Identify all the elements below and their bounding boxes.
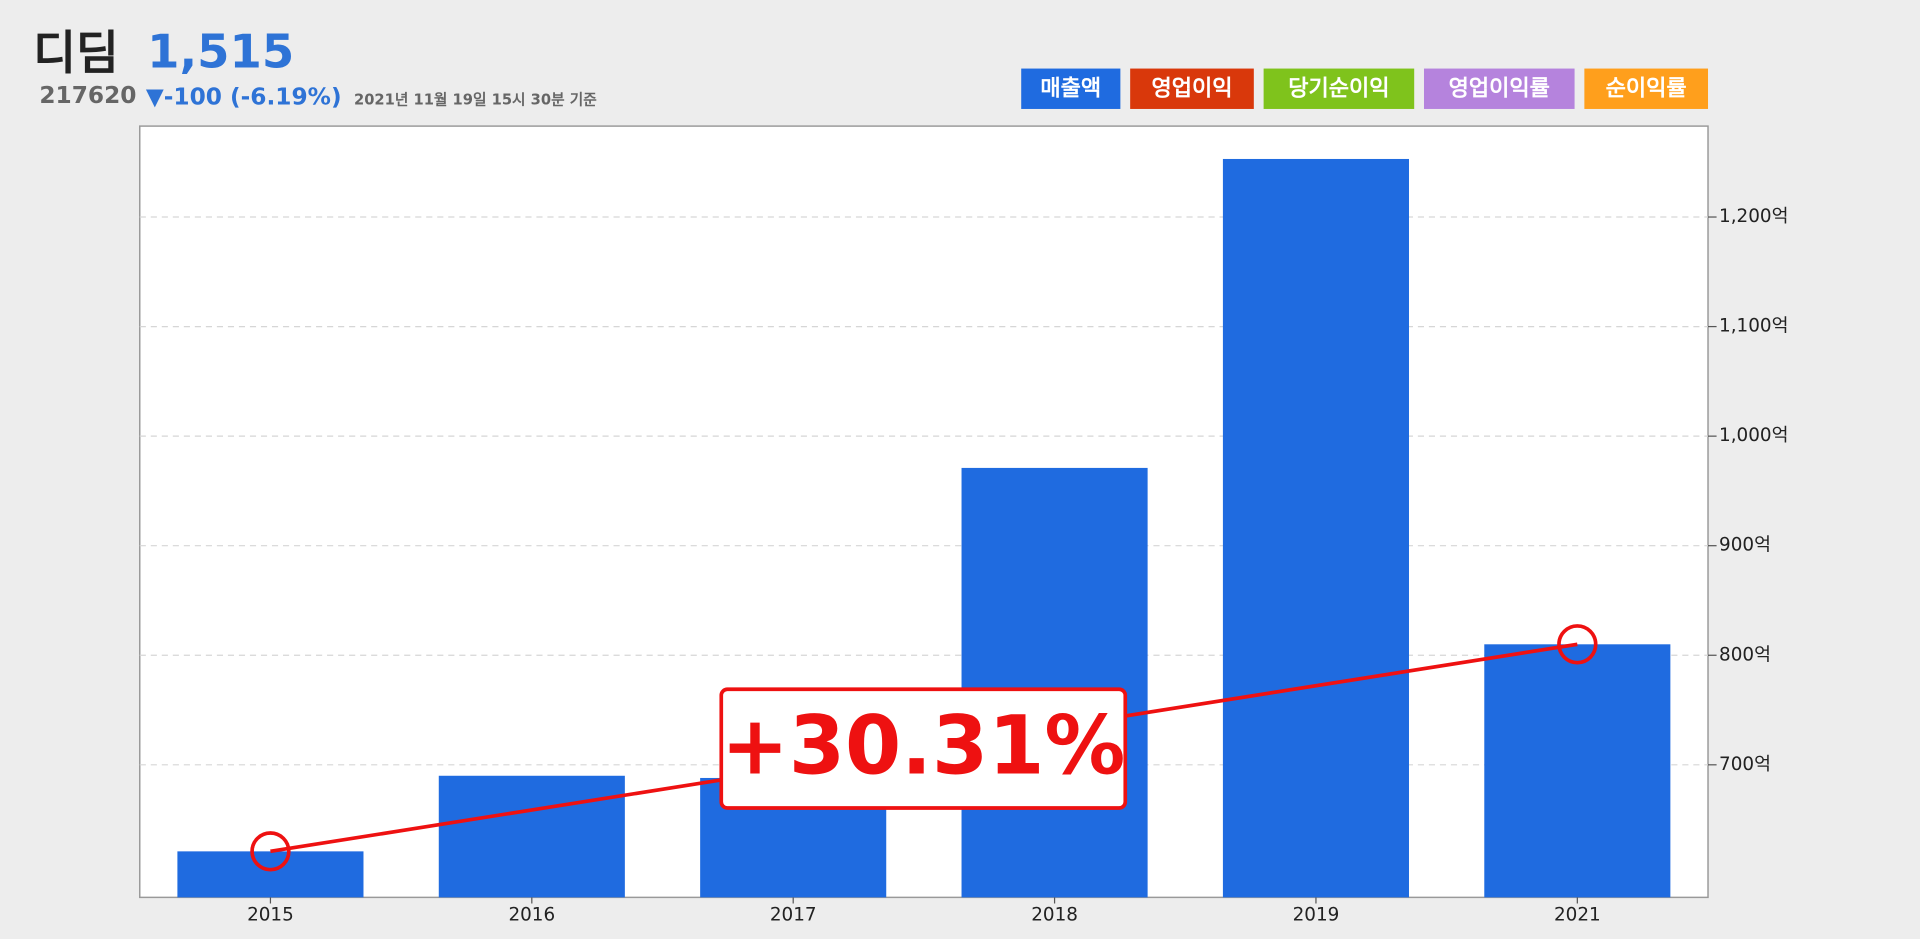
x-tick-label: 2015 — [247, 905, 294, 926]
x-tick-label: 2021 — [1554, 905, 1601, 926]
legend-label[interactable]: 영업이익률 — [1449, 76, 1550, 101]
bar — [1222, 158, 1409, 898]
stock-price: 1,515 — [147, 25, 294, 79]
legend-button[interactable] — [1584, 68, 1709, 109]
x-tick-label: 2017 — [770, 905, 817, 926]
legend-label[interactable]: 매출액 — [1040, 76, 1101, 101]
annotation-box — [719, 687, 1128, 810]
legend-button[interactable] — [1263, 68, 1415, 109]
y-tick-label: 800억 — [1719, 644, 1771, 665]
y-tick-label: 900억 — [1719, 535, 1771, 556]
stock-name: 디딤 — [33, 26, 119, 80]
bar — [438, 775, 625, 898]
y-tick-label: 1,200억 — [1719, 206, 1788, 227]
trend-point — [1557, 624, 1598, 665]
bar — [177, 851, 364, 898]
legend-label[interactable]: 당기순이익 — [1288, 76, 1389, 101]
x-tick-label: 2018 — [1031, 905, 1078, 926]
y-tick-label: 1,000억 — [1719, 425, 1788, 446]
x-tick-label: 2019 — [1293, 905, 1340, 926]
timestamp: 2021년 11월 19일 15시 30분 기준 — [354, 91, 597, 108]
stock-code: 217620 — [39, 82, 136, 109]
trend-point — [250, 831, 291, 872]
price-change: ▼-100 (-6.19%) — [146, 83, 342, 110]
legend-button[interactable] — [1423, 68, 1575, 109]
legend-button[interactable] — [1130, 68, 1254, 109]
y-tick-label: 1,100억 — [1719, 316, 1788, 337]
bar — [961, 467, 1148, 898]
bar — [1484, 644, 1671, 898]
legend-label[interactable]: 영업이익 — [1151, 76, 1232, 101]
legend-label[interactable]: 순이익률 — [1606, 76, 1687, 101]
legend-button[interactable] — [1021, 68, 1121, 109]
x-tick-label: 2016 — [508, 905, 555, 926]
annotation-label: +30.31% — [721, 700, 1125, 794]
y-tick-label: 700억 — [1719, 754, 1771, 775]
